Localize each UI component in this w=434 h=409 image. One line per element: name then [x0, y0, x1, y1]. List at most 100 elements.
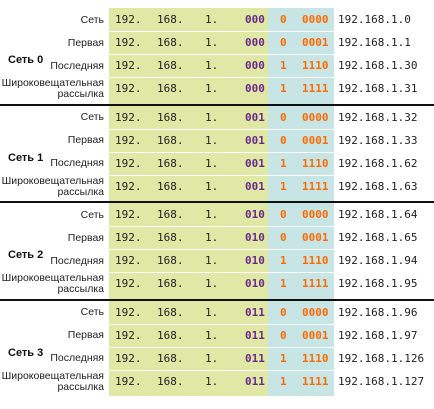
subnet-bits: 000	[245, 36, 265, 49]
subnet-bits: 010	[245, 254, 265, 267]
host-bits: 0000	[302, 305, 329, 319]
octet: 168.	[157, 277, 184, 290]
group-label: Сеть 1	[8, 151, 44, 164]
octet: 1.	[205, 231, 219, 244]
row-name: Сеть	[80, 111, 104, 123]
address: 192.168.1.63	[338, 179, 418, 193]
octet: 1.	[205, 328, 219, 342]
address: 192.168.1.94	[338, 254, 418, 267]
row-name: Широковещательная рассылка	[1, 174, 104, 198]
octet: 192.	[115, 277, 142, 290]
host-bits: 1111	[302, 179, 329, 193]
octet: 168.	[157, 110, 184, 124]
host-bits: 1110	[302, 254, 329, 267]
octet: 192.	[115, 328, 142, 342]
octet: 192.	[115, 254, 142, 267]
group-separator	[0, 103, 434, 106]
host-bits: 1110	[302, 351, 329, 365]
row-name: Широковещательная рассылка	[1, 77, 104, 100]
host-bits: 1111	[302, 82, 329, 95]
address: 192.168.1.0	[338, 13, 411, 26]
row-name: Первая	[67, 231, 104, 244]
octet: 168.	[157, 231, 184, 244]
subnet-bits: 011	[245, 328, 265, 342]
octet: 168.	[157, 179, 184, 193]
host-bits: 0001	[302, 36, 329, 49]
octet: 168.	[157, 305, 184, 319]
row-separator	[109, 174, 334, 176]
host-bits: 1111	[302, 374, 329, 388]
octet: 192.	[115, 179, 142, 193]
host-bit: 0	[280, 110, 287, 124]
octet: 1.	[205, 351, 219, 365]
subnet-bits: 011	[245, 305, 265, 319]
octet: 1.	[205, 82, 219, 95]
subnet-bits: 010	[245, 208, 265, 221]
subnet-bits: 000	[245, 59, 265, 72]
octet: 1.	[205, 13, 219, 26]
subnet-bits: 001	[245, 179, 265, 193]
octet: 192.	[115, 208, 142, 221]
host-bit: 0	[280, 208, 287, 221]
row-separator	[109, 369, 334, 371]
group-label: Сеть 0	[8, 54, 44, 66]
address: 192.168.1.65	[338, 231, 418, 244]
host-bit: 0	[280, 305, 287, 319]
host-bit: 1	[280, 374, 287, 388]
octet: 168.	[157, 156, 184, 170]
octet: 1.	[205, 208, 219, 221]
subnet-bits: 010	[245, 277, 265, 290]
host-bits: 1111	[302, 277, 329, 290]
octet: 168.	[157, 82, 184, 95]
address: 192.168.1.1	[338, 36, 411, 49]
octet: 168.	[157, 13, 184, 26]
host-bits: 0000	[302, 208, 329, 221]
row-name: Сеть	[80, 208, 104, 221]
row-separator	[109, 249, 334, 250]
row-name: Первая	[67, 134, 104, 146]
host-bits: 1110	[302, 156, 329, 170]
octet: 1.	[205, 277, 219, 290]
row-name: Широковещательная рассылка	[1, 369, 104, 393]
row-separator	[109, 346, 334, 348]
group-separator	[0, 298, 434, 301]
host-bit: 1	[280, 277, 287, 290]
octet: 192.	[115, 156, 142, 170]
octet: 168.	[157, 59, 184, 72]
octet: 1.	[205, 305, 219, 319]
address: 192.168.1.30	[338, 59, 418, 72]
row-separator	[109, 323, 334, 325]
host-bits: 0001	[302, 328, 329, 342]
octet: 192.	[115, 13, 142, 26]
octet: 192.	[115, 374, 142, 388]
octet: 1.	[205, 133, 219, 147]
host-bit: 0	[280, 36, 287, 49]
row-name: Широковещательная рассылка	[1, 272, 104, 295]
address: 192.168.1.96	[338, 305, 418, 319]
octet: 168.	[157, 208, 184, 221]
row-separator	[109, 77, 334, 78]
host-bits: 0000	[302, 110, 329, 124]
octet: 1.	[205, 374, 219, 388]
octet: 168.	[157, 351, 184, 365]
octet: 168.	[157, 133, 184, 147]
subnet-bits: 001	[245, 133, 265, 147]
address: 192.168.1.64	[338, 208, 418, 221]
host-bit: 1	[280, 179, 287, 193]
octet: 1.	[205, 179, 219, 193]
subnet-bits: 000	[245, 13, 265, 26]
subnet-bits: 001	[245, 110, 265, 124]
address: 192.168.1.126	[338, 351, 425, 365]
subnet-bits: 000	[245, 82, 265, 95]
row-name: Сеть	[80, 13, 104, 26]
address: 192.168.1.62	[338, 156, 418, 170]
address: 192.168.1.32	[338, 110, 418, 124]
host-bit: 1	[280, 59, 287, 72]
octet: 168.	[157, 254, 184, 267]
row-name: Последняя	[50, 254, 104, 267]
subnet-bits: 010	[245, 231, 265, 244]
host-bits: 0000	[302, 13, 329, 26]
host-bit: 1	[280, 82, 287, 95]
octet: 192.	[115, 133, 142, 147]
row-name: Последняя	[50, 59, 104, 72]
